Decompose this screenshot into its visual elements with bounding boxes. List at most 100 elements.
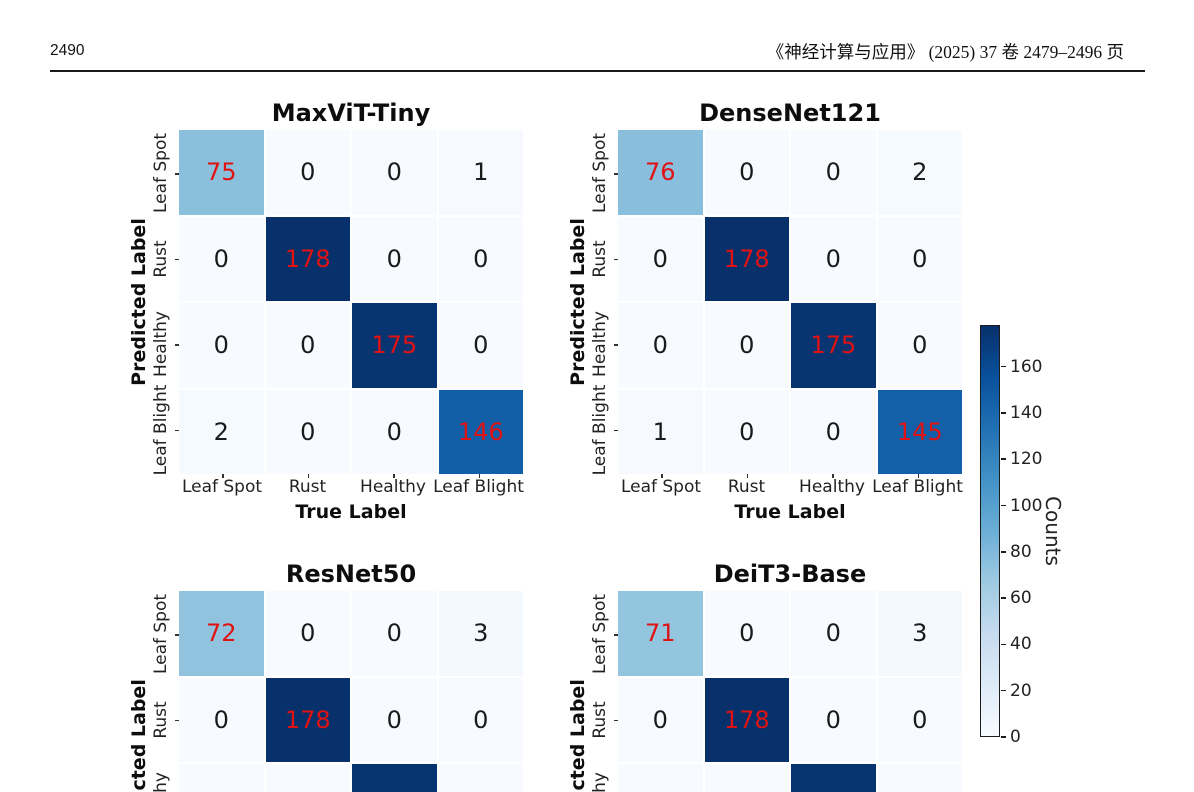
heatmap-grid: 72003017800001750: [179, 591, 523, 792]
matrix-cell: 76: [618, 130, 703, 215]
x-tick-mark: [917, 474, 919, 478]
subplot-densenet121: DenseNet121 Predicted Label 76 0 0 2 0 178 0 0 0…: [567, 100, 963, 523]
cell-value: 71: [644, 619, 676, 648]
matrix-cell: 175: [352, 764, 437, 792]
matrix-cell: 175: [791, 764, 876, 792]
cell-value: 0: [825, 244, 841, 273]
matrix-cell: 0: [352, 216, 437, 301]
matrix-cell: 0: [704, 130, 789, 215]
matrix-cell: 0: [438, 677, 523, 762]
cell-value: 76: [644, 158, 676, 187]
cell-value: 0: [652, 331, 668, 360]
cell-value: 0: [739, 331, 755, 360]
colorbar-tick-label: 140: [1010, 402, 1043, 423]
matrix-cell: 0: [352, 389, 437, 474]
cell-value: 178: [284, 705, 331, 734]
colorbar-tick-label: 60: [1010, 588, 1032, 609]
colorbar-tick-mark: [1001, 365, 1006, 368]
cell-value: 0: [386, 158, 402, 187]
colorbar-tick-mark: [1001, 597, 1006, 599]
cell-value: 178: [284, 244, 331, 273]
matrix-cell: 0: [265, 764, 350, 792]
colorbar-tick-mark: [1001, 736, 1006, 738]
y-tick-label: Rust: [151, 700, 171, 739]
x-axis-label: True Label: [734, 501, 846, 523]
journal-header: 《神经计算与应用》 (2025) 37 卷 2479–2496 页: [766, 42, 1124, 62]
y-tick-mark: [614, 634, 618, 636]
cell-value: 0: [652, 705, 668, 734]
matrix-cell: 0: [265, 303, 350, 388]
colorbar-tick-label: 120: [1010, 449, 1043, 470]
x-tick-mark: [478, 474, 480, 478]
matrix-cell: 0: [179, 677, 264, 762]
x-tick-mark: [661, 474, 663, 478]
colorbar-gradient: [980, 325, 1000, 737]
x-tick-mark: [393, 474, 395, 478]
y-tick-label: Healthy: [151, 311, 171, 377]
matrix-cell: 0: [877, 303, 962, 388]
cell-value: 0: [300, 331, 316, 360]
matrix-cell: 2: [877, 130, 962, 215]
colorbar-tick-label: 0: [1010, 727, 1021, 747]
x-tick-label: Rust: [288, 477, 327, 497]
y-tick-mark: [614, 173, 618, 175]
heatmap-grid: 75 0 0 1 0 178 0 0 0 0 175 0 2 0 0 146: [179, 130, 523, 474]
colorbar-label: Counts: [1041, 496, 1065, 566]
matrix-cell: 72: [179, 591, 264, 676]
matrix-cell: 178: [265, 677, 350, 762]
cell-value: 0: [386, 244, 402, 273]
header-rule: [50, 70, 1145, 72]
matrix-cell: 146: [438, 389, 523, 474]
cell-value: 2: [912, 158, 928, 187]
matrix-cell: 175: [352, 303, 437, 388]
y-tick-mark: [614, 258, 618, 260]
cell-value: 175: [810, 331, 857, 360]
cell-value: 0: [912, 331, 928, 360]
y-tick-mark: [614, 344, 618, 346]
matrix-cell: 3: [877, 591, 962, 676]
y-tick-label: Healthy: [151, 772, 171, 792]
cell-value: 178: [723, 705, 770, 734]
subplot-maxvit-tiny: MaxViT-Tiny Predicted Label 75 0 0 1 0 178 0 0 0…: [128, 100, 524, 523]
matrix-cell: 71: [618, 591, 703, 676]
matrix-cell: 0: [179, 303, 264, 388]
colorbar-tick-mark: [1001, 551, 1006, 553]
matrix-cell: 3: [438, 591, 523, 676]
colorbar-tick-mark: [1001, 643, 1006, 646]
colorbar: Counts 0 20 40 60 80 100 120 140 160: [980, 325, 1090, 747]
cell-value: 178: [723, 244, 770, 273]
colorbar-tick-label: 80: [1010, 541, 1032, 562]
cell-value: 0: [213, 244, 229, 273]
matrix-cell: 0: [791, 677, 876, 762]
y-tick-label: Leaf Spot: [151, 593, 171, 675]
matrix-cell: 0: [877, 764, 962, 792]
cell-value: 0: [386, 417, 402, 446]
x-tick-label: Leaf Spot: [181, 477, 263, 497]
y-tick-mark: [614, 719, 618, 721]
matrix-cell: 145: [877, 389, 962, 474]
x-tick-label: Leaf Blight: [433, 477, 524, 497]
cell-value: 0: [473, 331, 489, 360]
cell-value: 0: [386, 619, 402, 648]
matrix-cell: 0: [618, 677, 703, 762]
y-tick-label: Rust: [590, 239, 610, 278]
x-tick-mark: [222, 474, 224, 478]
matrix-cell: 0: [704, 591, 789, 676]
matrix-cell: 0: [265, 130, 350, 215]
y-tick-label: Leaf Blight: [151, 384, 171, 475]
cell-value: 0: [912, 705, 928, 734]
subplot-deit3-base: DeiT3-Base Predicted Label 7100301780000…: [567, 561, 962, 792]
matrix-cell: 0: [438, 216, 523, 301]
cell-value: 0: [652, 244, 668, 273]
x-tick-label: Leaf Spot: [620, 477, 702, 497]
colorbar-tick-mark: [1001, 458, 1006, 460]
cell-value: 0: [386, 705, 402, 734]
matrix-cell: 0: [704, 764, 789, 792]
matrix-cell: 0: [179, 216, 264, 301]
cell-value: 72: [205, 619, 237, 648]
x-tick-mark: [746, 474, 748, 478]
cell-value: 2: [213, 417, 229, 446]
cell-value: 0: [213, 331, 229, 360]
matrix-cell: 0: [265, 389, 350, 474]
